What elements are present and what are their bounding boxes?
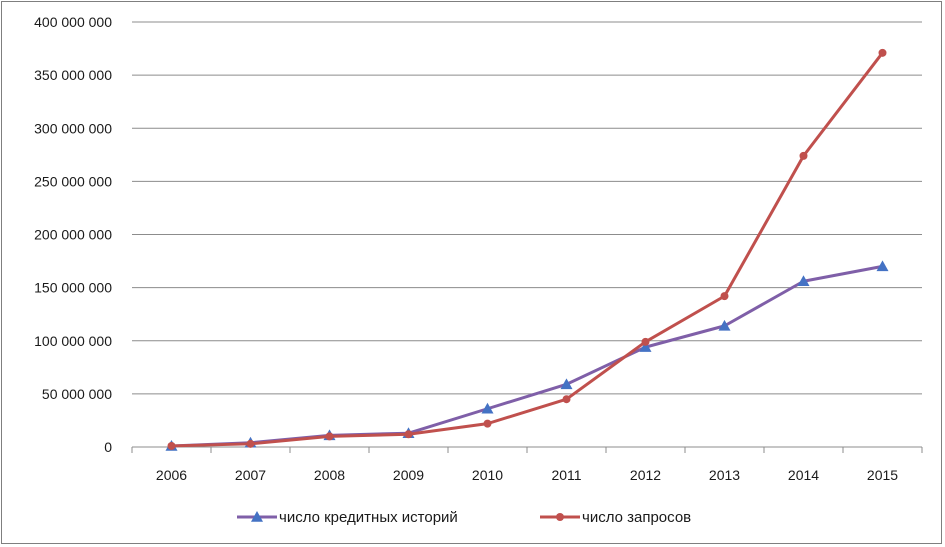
x-tick-label: 2007	[235, 467, 266, 483]
data-point-circle	[720, 292, 729, 301]
legend-label-1: число кредитных историй	[279, 509, 458, 526]
data-point-triangle	[639, 341, 652, 352]
x-axis: 2006 2007 2008 2009 2010 2011 2012 2013 2014 2015	[131, 446, 923, 483]
data-point-circle	[404, 430, 413, 439]
legend-marker-circle	[556, 513, 564, 521]
data-point-circle	[878, 48, 887, 57]
y-tick-label: 400 000 000	[34, 14, 112, 30]
y-tick-label: 100 000 000	[34, 333, 112, 349]
data-point-circle	[483, 419, 492, 428]
gridlines	[132, 21, 922, 448]
data-point-circle	[799, 151, 808, 160]
x-tick-label: 2006	[156, 467, 187, 483]
data-point-circle	[167, 441, 176, 450]
data-point-triangle	[718, 319, 731, 331]
series-group	[165, 48, 889, 451]
data-point-triangle	[797, 275, 810, 287]
x-tick-label: 2015	[867, 467, 898, 483]
y-tick-label: 300 000 000	[34, 120, 112, 136]
x-tick-label: 2011	[551, 467, 581, 483]
y-tick-label: 50 000 000	[42, 386, 112, 402]
data-point-circle	[325, 432, 334, 441]
data-point-triangle	[560, 378, 573, 390]
y-tick-label: 150 000 000	[34, 280, 112, 296]
data-point-triangle	[481, 402, 494, 414]
legend: число кредитных историй число запросов	[237, 509, 691, 526]
x-tick-label: 2010	[472, 467, 503, 483]
y-axis: 0 50 000 000 100 000 000 150 000 000 200 000…	[34, 14, 112, 455]
data-point-circle	[246, 439, 255, 448]
y-tick-label: 350 000 000	[34, 67, 112, 83]
y-tick-label: 200 000 000	[34, 227, 112, 243]
x-tick-label: 2013	[709, 467, 740, 483]
x-tick-label: 2014	[788, 467, 819, 483]
legend-label-2: число запросов	[582, 509, 691, 526]
x-tick-label: 2008	[314, 467, 345, 483]
data-point-circle	[641, 337, 650, 346]
data-point-triangle	[876, 260, 889, 272]
data-point-circle	[562, 395, 571, 404]
x-tick-label: 2009	[393, 467, 424, 483]
series-line-2	[171, 51, 884, 448]
legend-marker-triangle	[251, 511, 263, 522]
series-line-1	[171, 264, 883, 448]
x-tick-label: 2012	[630, 467, 661, 483]
y-tick-label: 0	[104, 439, 112, 455]
y-tick-label: 250 000 000	[34, 173, 112, 189]
